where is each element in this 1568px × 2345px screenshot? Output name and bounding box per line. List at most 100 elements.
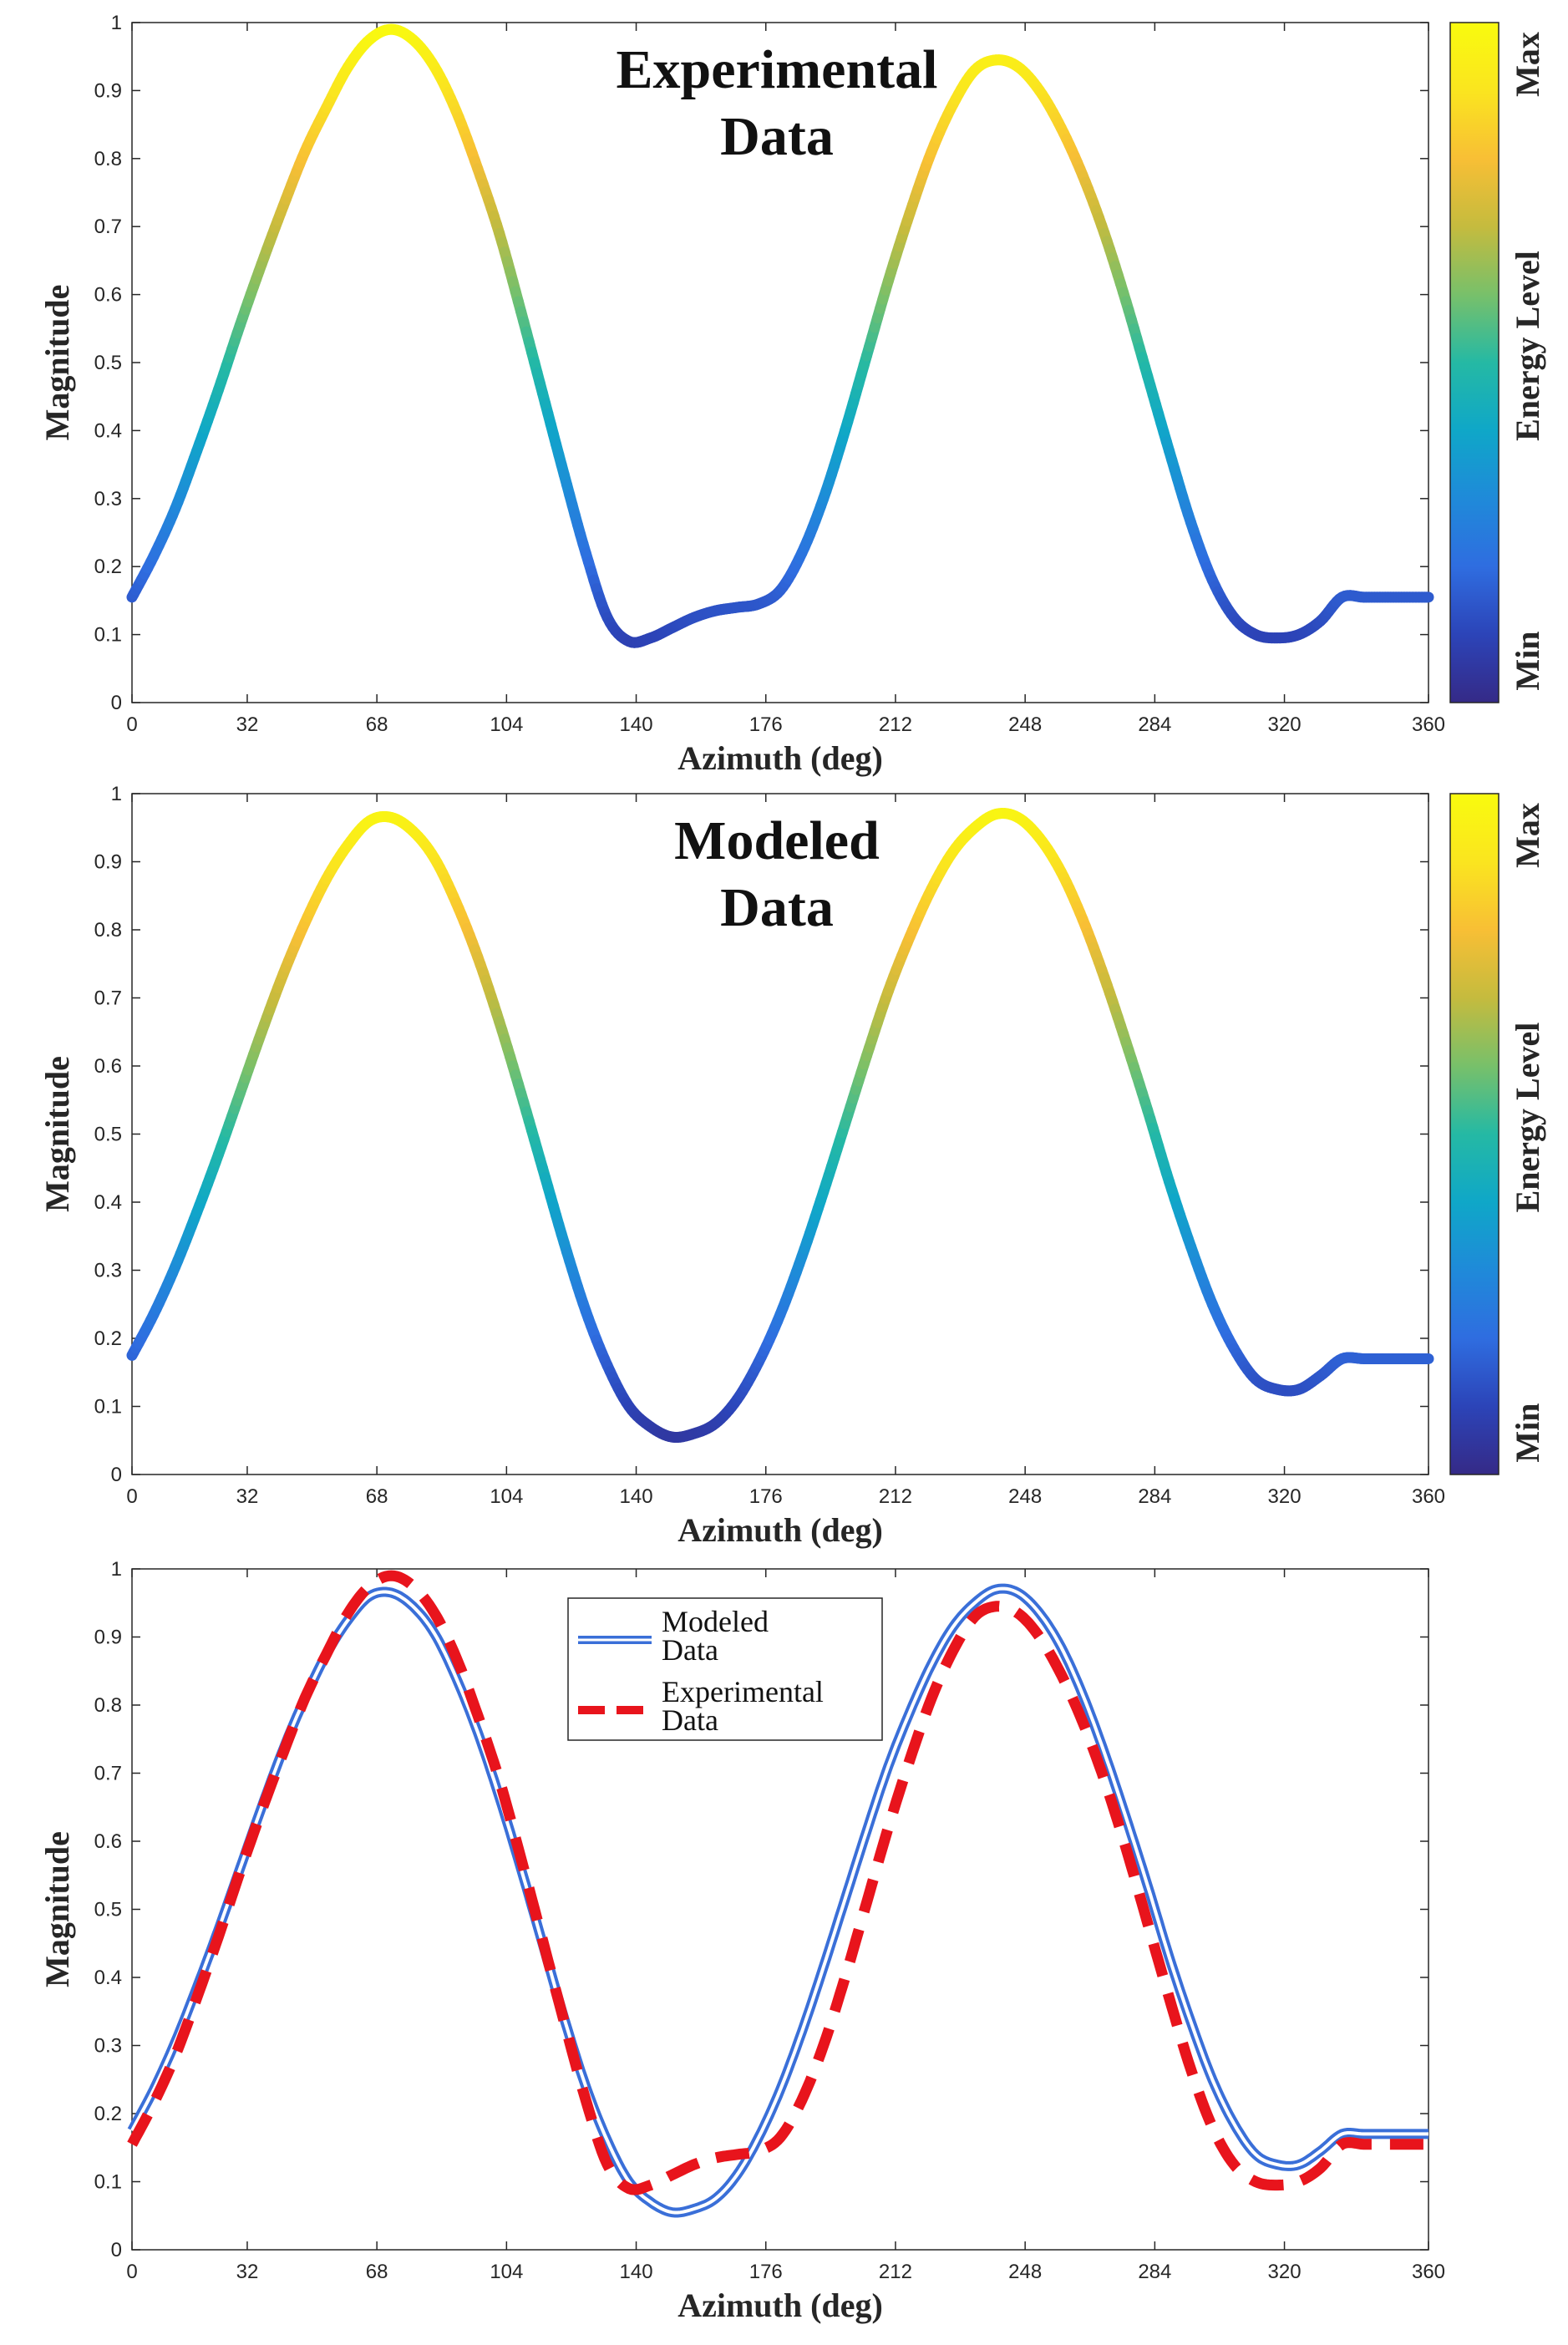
y-axis-label: Magnitude <box>38 285 76 441</box>
modeled-data-panel: 0 32 68 104 140 176 212 248 284 320 360 0 0.1 0.2 0.3 0… <box>38 783 1546 1549</box>
colorbar-max-label: Max <box>1509 32 1546 97</box>
y-tick-label: 0.9 <box>94 79 122 102</box>
colorbar-max-label: Max <box>1509 803 1546 868</box>
y-tick-label: 0.5 <box>94 1124 122 1146</box>
x-tick-label: 140 <box>620 713 653 736</box>
experimental-series-line <box>127 1570 1428 2195</box>
x-tick-label: 212 <box>879 2261 912 2283</box>
legend-entry-label: Experimental Data <box>662 1675 824 1737</box>
series-line <box>126 808 1434 1444</box>
y-axis-label: Magnitude <box>38 1831 76 1987</box>
x-tick-label: 284 <box>1138 2261 1171 2283</box>
x-tick-label: 360 <box>1412 2261 1445 2283</box>
x-tick-label: 284 <box>1138 713 1171 736</box>
panel-title: Modeled Data <box>674 810 880 938</box>
y-tick-label: 0.3 <box>94 1260 122 1282</box>
y-tick-label: 0.4 <box>94 1191 122 1214</box>
y-tick-label: 0.4 <box>94 419 122 442</box>
x-axis-label: Azimuth (deg) <box>677 739 883 777</box>
x-tick-label: 0 <box>126 1485 137 1508</box>
colorbar-min-label: Min <box>1509 631 1546 690</box>
x-tick-label: 176 <box>749 2261 783 2283</box>
x-axis-label: Azimuth (deg) <box>677 2287 883 2324</box>
panel-title-line: Experimental <box>617 39 938 100</box>
y-tick-label: 0.2 <box>94 1327 122 1350</box>
y-tick-label: 0.8 <box>94 1694 122 1717</box>
y-tick-label: 0.7 <box>94 1763 122 1785</box>
colorbar-title: Energy Level <box>1509 251 1546 441</box>
colorbar: Max Energy Level Min <box>1449 22 1546 703</box>
legend-entry-line: Data <box>662 1703 718 1737</box>
y-tick-label: 0.3 <box>94 2035 122 2058</box>
y-tick-label: 0.5 <box>94 352 122 374</box>
y-axis-label: Magnitude <box>38 1056 76 1212</box>
x-tick-label: 320 <box>1268 2261 1302 2283</box>
x-tick-label: 360 <box>1412 713 1445 736</box>
colorbar-title: Energy Level <box>1509 1023 1546 1213</box>
x-tick-label: 68 <box>366 713 388 736</box>
y-tick-label: 0.1 <box>94 624 122 647</box>
x-tick-label: 104 <box>490 1485 523 1508</box>
panel-title: Experimental Data <box>617 39 938 167</box>
y-tick-label: 0.8 <box>94 148 122 170</box>
colorbar: Max Energy Level Min <box>1449 793 1546 1475</box>
plot-area: 0 32 68 104 140 176 212 248 284 320 360 0 0.1 0.2 0.3 0… <box>94 12 1445 736</box>
y-tick-label: 0.6 <box>94 1830 122 1853</box>
y-tick-label: 0.4 <box>94 1967 122 1989</box>
y-tick-label: 1 <box>111 12 122 34</box>
x-tick-label: 176 <box>749 713 783 736</box>
modeled-series-inner <box>130 1586 1428 2215</box>
x-tick-label: 360 <box>1412 1485 1445 1508</box>
y-tick-label: 0.9 <box>94 851 122 874</box>
x-tick-label: 32 <box>236 713 259 736</box>
panel-title-line: Data <box>720 877 834 938</box>
panel-title-line: Data <box>720 106 834 167</box>
series-line <box>126 23 1434 648</box>
x-tick-label: 140 <box>620 2261 653 2283</box>
legend-entry-line: Data <box>662 1633 718 1667</box>
x-tick-label: 212 <box>879 1485 912 1508</box>
colorbar-min-label: Min <box>1509 1403 1546 1462</box>
experimental-data-panel: 0 32 68 104 140 176 212 248 284 320 360 0 0.1 0.2 0.3 0… <box>38 12 1546 777</box>
x-tick-label: 248 <box>1008 1485 1042 1508</box>
comparison-panel: 0 32 68 104 140 176 212 248 284 320 360 0 0.1 0.2 0.3 0… <box>38 1558 1445 2324</box>
x-axis-label: Azimuth (deg) <box>677 1511 883 1549</box>
x-tick-label: 176 <box>749 1485 783 1508</box>
x-tick-label: 32 <box>236 1485 259 1508</box>
y-tick-label: 0 <box>111 692 122 714</box>
x-tick-label: 68 <box>366 2261 388 2283</box>
x-tick-label: 104 <box>490 2261 523 2283</box>
y-tick-label: 0.3 <box>94 488 122 510</box>
y-tick-label: 0.2 <box>94 556 122 578</box>
colorbar-gradient-bar <box>1449 793 1499 1475</box>
y-tick-label: 0.1 <box>94 2171 122 2194</box>
y-tick-label: 0 <box>111 2239 122 2261</box>
y-tick-label: 1 <box>111 1558 122 1581</box>
x-tick-label: 68 <box>366 1485 388 1508</box>
panel-title-line: Modeled <box>674 810 880 871</box>
legend-entry-line: Modeled <box>662 1605 769 1638</box>
x-tick-label: 320 <box>1268 713 1302 736</box>
y-tick-label: 0.8 <box>94 919 122 942</box>
y-tick-label: 0.6 <box>94 1055 122 1078</box>
legend-box <box>567 1597 883 1741</box>
x-tick-label: 0 <box>126 2261 137 2283</box>
x-tick-label: 320 <box>1268 1485 1302 1508</box>
x-tick-label: 0 <box>126 713 137 736</box>
x-tick-label: 248 <box>1008 713 1042 736</box>
y-tick-label: 0.9 <box>94 1627 122 1649</box>
y-tick-label: 0.7 <box>94 987 122 1010</box>
x-tick-label: 284 <box>1138 1485 1171 1508</box>
y-tick-label: 1 <box>111 783 122 805</box>
y-tick-label: 0 <box>111 1464 122 1486</box>
x-tick-label: 212 <box>879 713 912 736</box>
x-tick-label: 140 <box>620 1485 653 1508</box>
legend-entry-label: Modeled Data <box>662 1605 769 1667</box>
colorbar-gradient-bar <box>1449 22 1499 703</box>
y-tick-label: 0.6 <box>94 284 122 307</box>
x-tick-label: 32 <box>236 2261 259 2283</box>
x-tick-label: 104 <box>490 713 523 736</box>
y-tick-label: 0.7 <box>94 216 122 238</box>
